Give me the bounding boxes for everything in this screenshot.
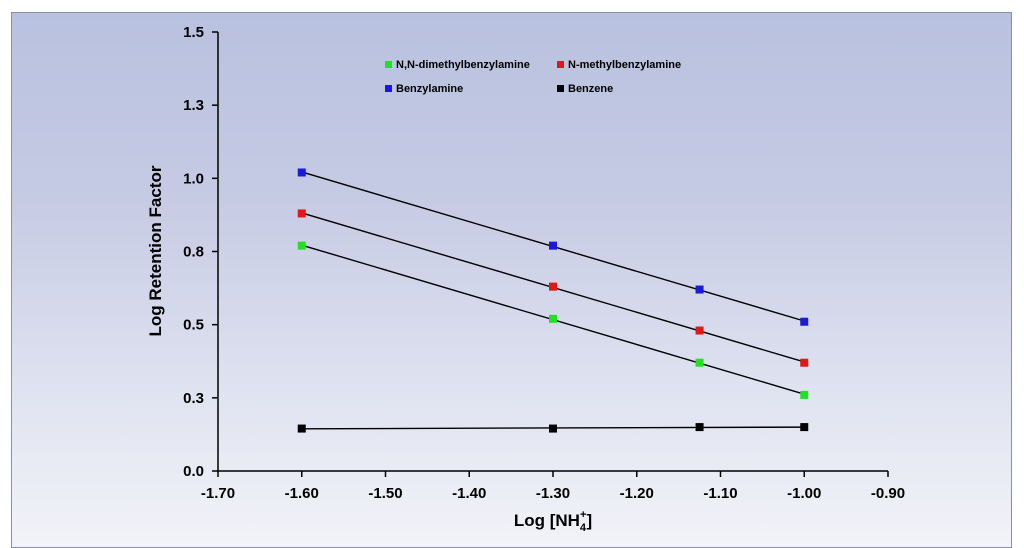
x-tick-label: -1.00 (787, 485, 821, 502)
data-point (800, 358, 809, 367)
x-ticks: -1.70 -1.60 -1.50 -1.40 -1.30 -1.20 -1.10 -1.00… (201, 471, 905, 502)
y-tick-label: 1.0 (183, 170, 204, 187)
data-point (549, 424, 557, 433)
data-point (800, 390, 809, 399)
y-tick-label: 0.3 (183, 390, 204, 407)
x-tick-label: -1.20 (620, 485, 654, 502)
data-point (695, 326, 704, 335)
legend-label: Benzene (568, 83, 613, 95)
data-point (800, 317, 809, 326)
data-point (297, 424, 306, 433)
legend: N,N-dimethylbenzylamine N-methylbenzylami… (385, 59, 681, 95)
axes (217, 32, 888, 472)
y-ticks: 0.0 0.3 0.5 0.8 1.0 1.3 1.5 (183, 24, 218, 480)
data-point (297, 168, 306, 177)
x-tick-label: -1.30 (536, 485, 570, 502)
legend-label: Benzylamine (396, 83, 463, 95)
y-tick-label: 0.5 (183, 317, 204, 334)
data-point (549, 282, 557, 291)
data-point (695, 285, 704, 294)
data-point (297, 241, 306, 250)
legend-swatch (557, 85, 564, 92)
trendlines (301, 171, 805, 430)
x-tick-label: -1.50 (368, 485, 402, 502)
legend-label: N,N-dimethylbenzylamine (396, 59, 530, 71)
chart-frame (11, 12, 1012, 548)
y-tick-label: 1.3 (183, 97, 204, 114)
x-tick-label: -1.70 (201, 485, 235, 502)
y-tick-label: 0.0 (183, 463, 204, 480)
data-point (695, 358, 704, 367)
y-tick-label: 1.5 (183, 24, 204, 41)
data-point (800, 423, 809, 432)
data-point (549, 314, 557, 323)
data-point (695, 423, 704, 432)
x-tick-label: -1.60 (285, 485, 319, 502)
x-tick-label: -1.10 (703, 485, 737, 502)
data-point (549, 241, 557, 250)
legend-swatch (385, 85, 392, 92)
data-points (297, 168, 809, 433)
y-axis-title: Log Retention Factor (146, 165, 165, 336)
x-axis-title: Log [NH4+] (514, 509, 592, 534)
legend-swatch (557, 61, 564, 68)
legend-swatch (385, 61, 392, 68)
x-tick-label: -0.90 (871, 485, 905, 502)
y-tick-label: 0.8 (183, 244, 204, 261)
data-point (297, 209, 306, 218)
legend-label: N-methylbenzylamine (568, 59, 681, 71)
x-tick-label: -1.40 (452, 485, 486, 502)
